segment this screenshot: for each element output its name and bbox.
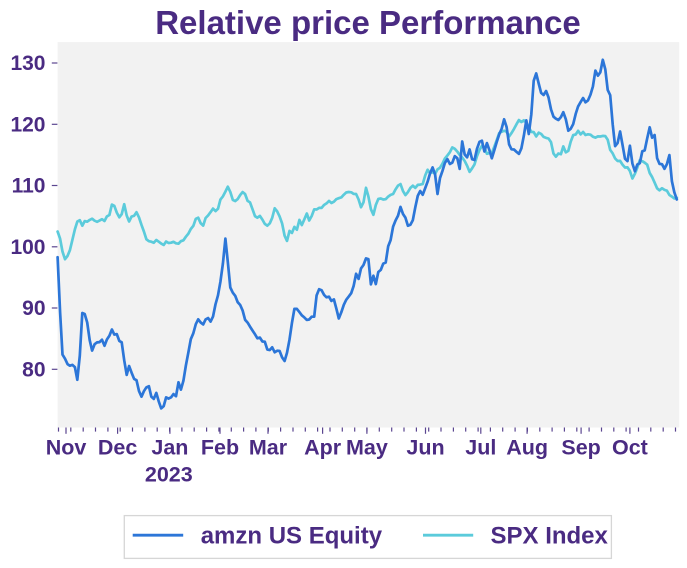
svg-text:Sep: Sep — [561, 436, 600, 460]
svg-text:Feb: Feb — [201, 436, 239, 460]
svg-text:Oct: Oct — [612, 436, 648, 460]
svg-text:120: 120 — [10, 114, 45, 137]
svg-text:Jul: Jul — [465, 436, 496, 460]
svg-text:2023: 2023 — [145, 462, 193, 486]
svg-text:130: 130 — [10, 52, 45, 75]
svg-text:Jun: Jun — [406, 436, 444, 460]
svg-text:amzn US Equity: amzn US Equity — [201, 523, 383, 550]
svg-text:90: 90 — [22, 297, 45, 320]
svg-text:Dec: Dec — [98, 436, 137, 460]
svg-text:Relative price Performance: Relative price Performance — [155, 4, 581, 41]
svg-text:Mar: Mar — [249, 436, 288, 460]
svg-text:Nov: Nov — [46, 436, 87, 460]
svg-text:SPX Index: SPX Index — [491, 523, 609, 550]
svg-text:80: 80 — [22, 359, 45, 382]
svg-text:Aug: Aug — [506, 436, 548, 460]
svg-text:Jan: Jan — [151, 436, 188, 460]
svg-text:Apr: Apr — [304, 436, 342, 460]
svg-text:May: May — [346, 436, 388, 460]
svg-text:110: 110 — [12, 175, 46, 198]
svg-text:100: 100 — [10, 236, 45, 259]
